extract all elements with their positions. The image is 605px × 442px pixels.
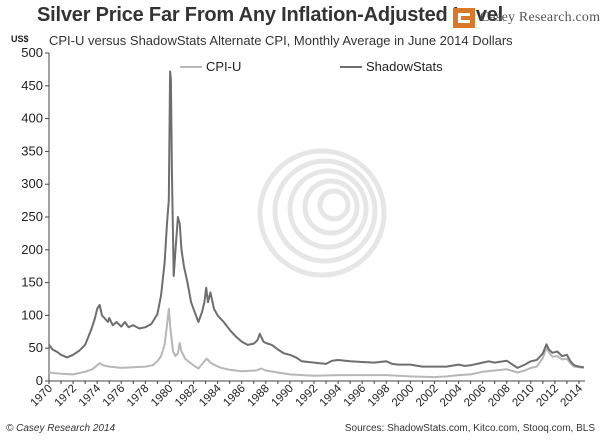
y-tick-label: 350	[21, 143, 43, 158]
logo-text: Casey Research.com	[480, 10, 601, 25]
y-tick-label: 300	[21, 176, 43, 191]
x-tick-label: 1970	[29, 383, 56, 410]
x-tick-labels: 1970197219741976197819801982198419861988…	[29, 382, 586, 409]
x-tick-label: 2010	[510, 383, 537, 410]
x-tick-label: 1988	[245, 383, 272, 410]
y-tick-label: 0	[36, 373, 43, 388]
y-tick-label: 100	[21, 307, 43, 322]
y-tick-label: 150	[21, 275, 43, 290]
x-tick-label: 1978	[125, 383, 152, 410]
watermark-icon	[257, 148, 387, 278]
watermark-ring	[257, 148, 387, 278]
y-tick-label: 50	[29, 340, 43, 355]
x-tick-label: 1984	[197, 382, 224, 409]
x-tick-label: 1986	[221, 383, 248, 410]
x-tick-label: 1992	[294, 383, 321, 410]
series-line-shadowstats	[48, 70, 584, 369]
x-tick-label: 1994	[318, 382, 345, 409]
x-tick-label: 1982	[173, 383, 200, 410]
y-tick-label: 500	[21, 45, 43, 60]
chart-title: Silver Price Far From Any Inflation-Adju…	[37, 4, 504, 26]
x-tick-label: 1976	[101, 383, 128, 410]
x-tick-label: 1996	[342, 383, 369, 410]
chart-axes	[45, 52, 585, 384]
chart-legend: CPI-U ShadowStats	[180, 59, 443, 74]
series-lines	[48, 70, 584, 379]
x-tick-label: 2008	[486, 383, 513, 410]
legend-label-shadowstats: ShadowStats	[366, 59, 443, 74]
watermark-ring	[317, 188, 351, 222]
y-tick-label: 250	[21, 209, 43, 224]
x-tick-label: 2012	[534, 383, 561, 410]
x-tick-label: 2014	[559, 382, 586, 409]
watermark-ring	[287, 168, 369, 250]
x-tick-label: 2002	[414, 383, 441, 410]
y-tick-label: 200	[21, 242, 43, 257]
x-tick-label: 1974	[77, 382, 104, 409]
x-tick-label: 2006	[462, 383, 489, 410]
x-tick-label: 1990	[269, 383, 296, 410]
logo-mark-icon	[453, 8, 475, 28]
y-axis-unit-label: US$	[11, 34, 29, 44]
sources-text: Sources: ShadowStats.com, Kitco.com, Sto…	[344, 423, 595, 434]
legend-label-cpi-u: CPI-U	[206, 59, 241, 74]
copyright-text: © Casey Research 2014	[6, 423, 116, 434]
y-tick-label: 450	[21, 78, 43, 93]
x-tick-label: 1980	[149, 383, 176, 410]
chart-subtitle: CPI-U versus ShadowStats Alternate CPI, …	[49, 33, 513, 48]
watermark-ring	[272, 158, 378, 264]
watermark-ring	[302, 178, 360, 236]
y-tick-label: 400	[21, 111, 43, 126]
casey-research-logo: Casey Research.com	[452, 7, 600, 29]
x-tick-label: 2000	[390, 383, 417, 410]
series-line-cpi-u	[48, 307, 584, 379]
x-tick-label: 1998	[366, 383, 393, 410]
y-tick-labels: 0 50 100 150 200 250 300 350 400 450 500	[21, 45, 43, 388]
x-tick-label: 2004	[438, 382, 465, 409]
x-tick-label: 1972	[53, 383, 80, 410]
